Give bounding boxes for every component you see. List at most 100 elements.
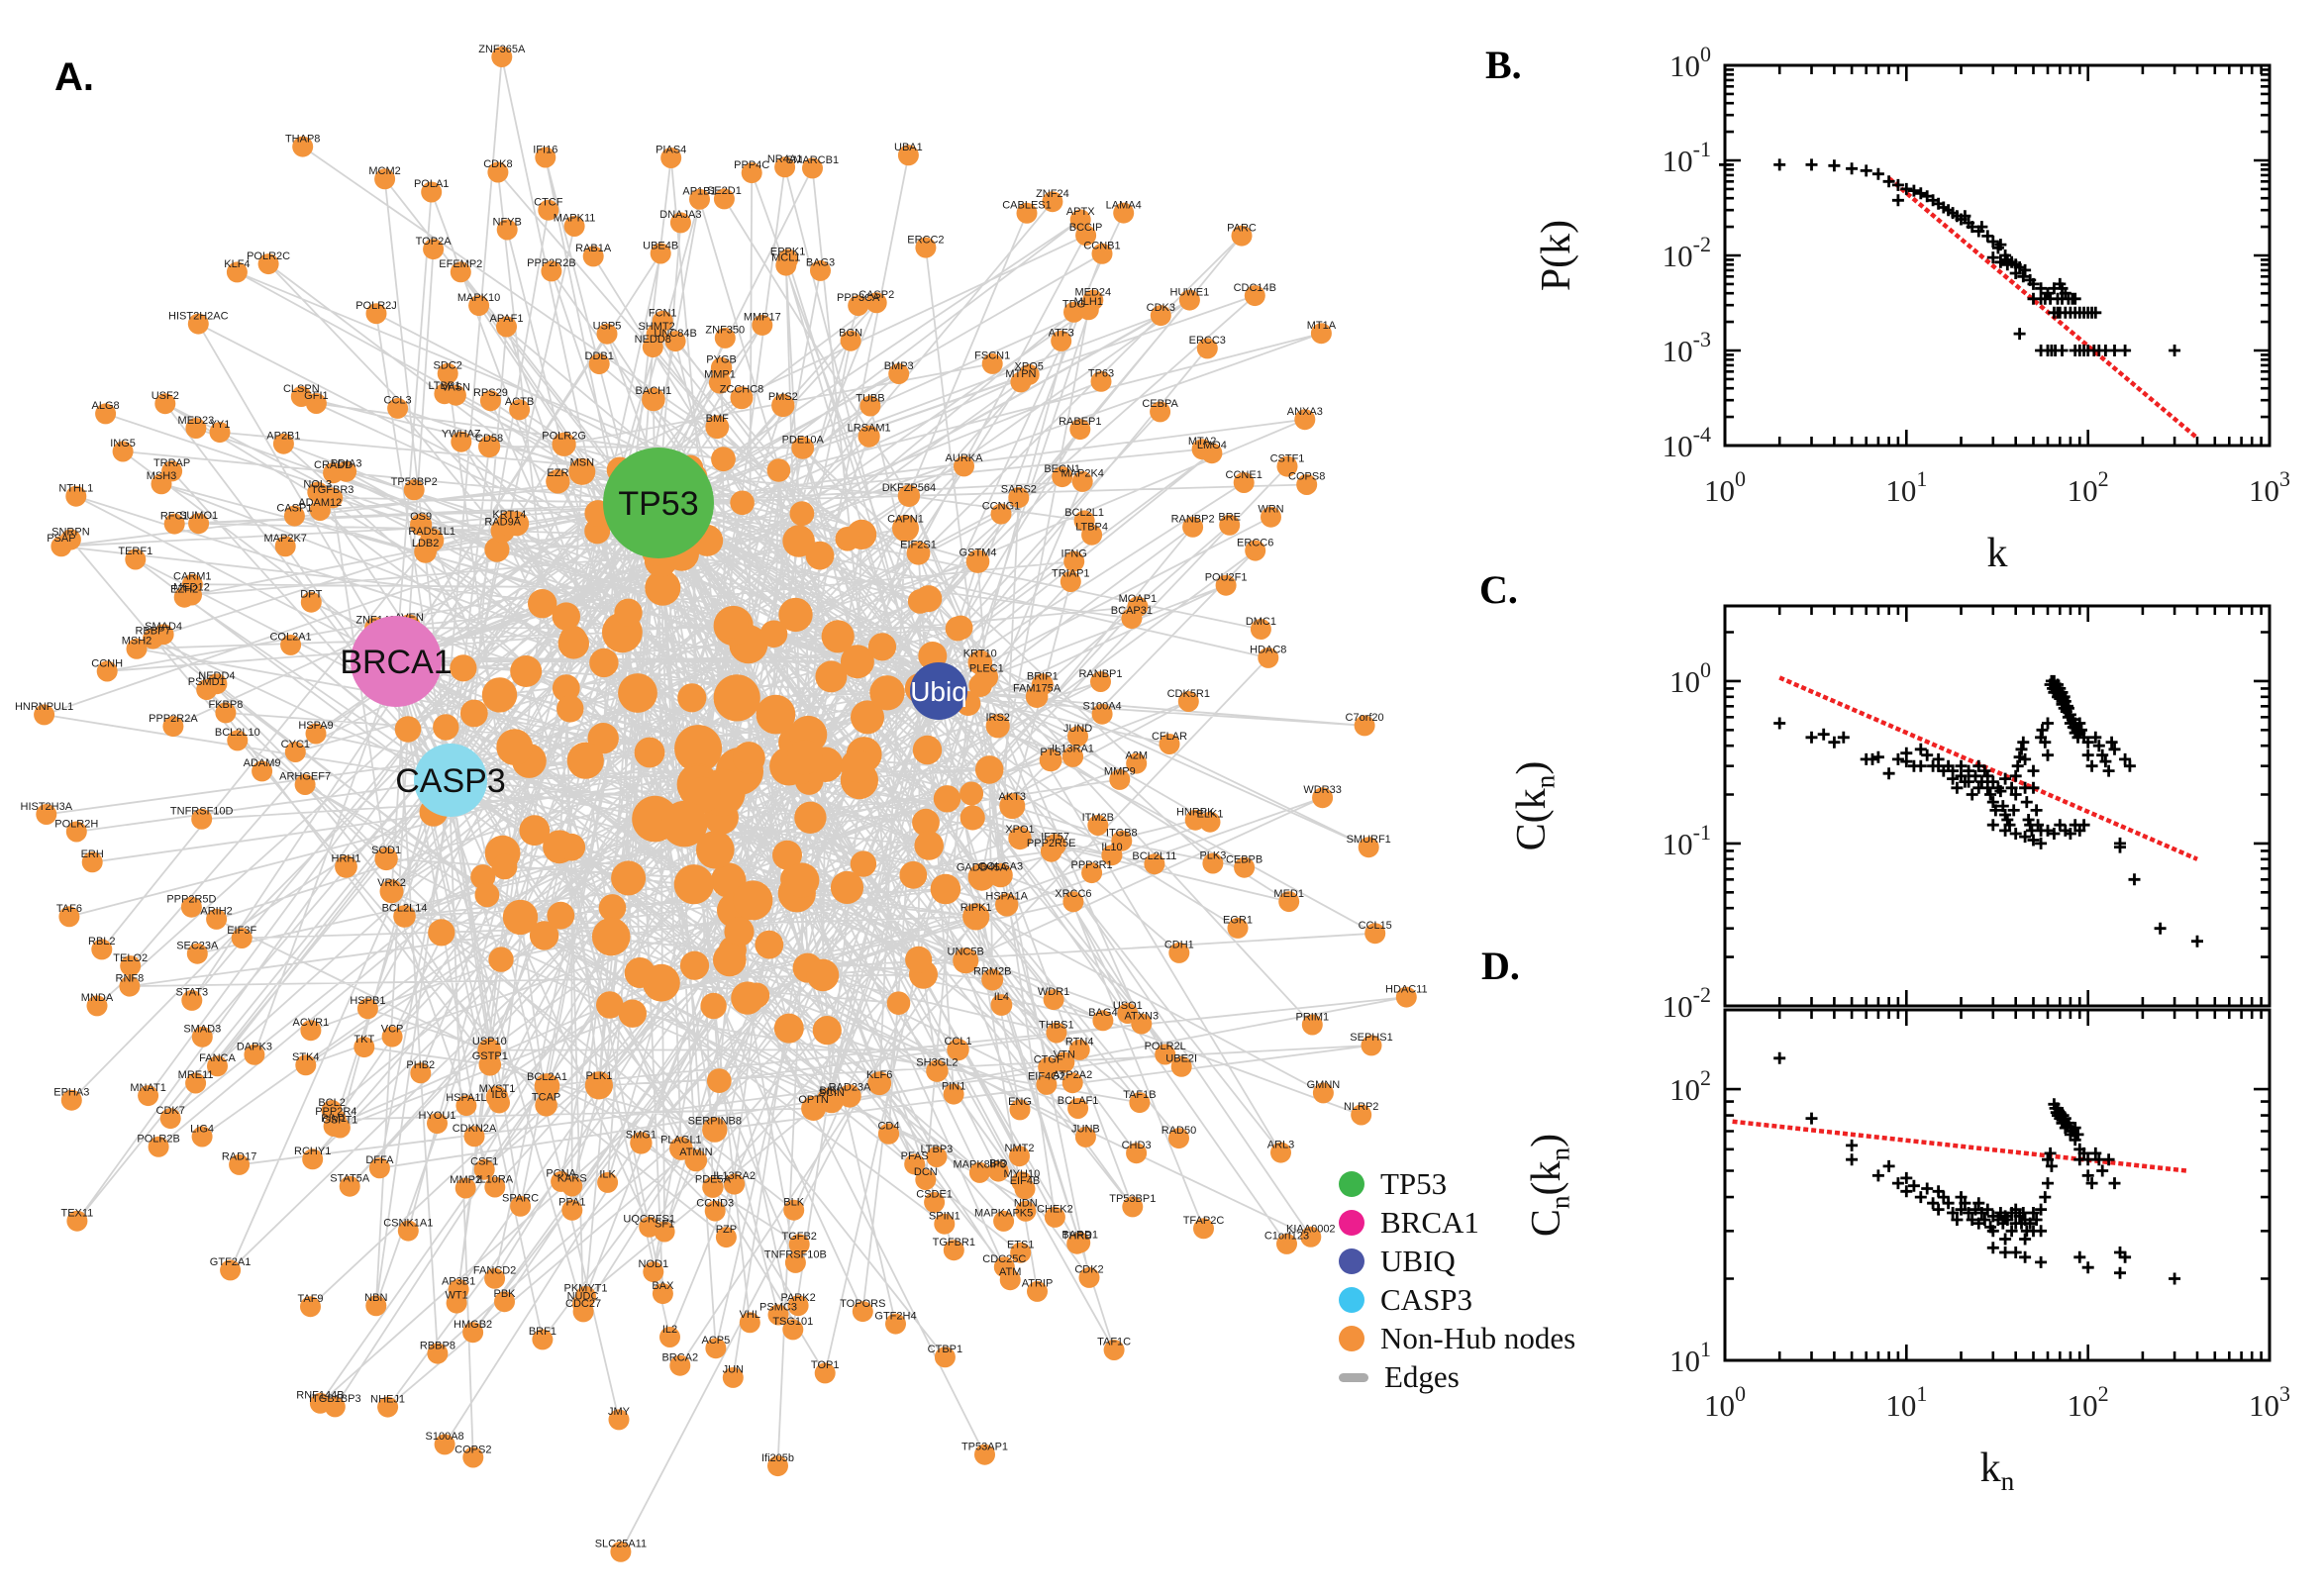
svg-text:HDAC8: HDAC8	[1250, 645, 1286, 656]
svg-text:RBL2: RBL2	[88, 936, 116, 948]
svg-text:ATP2A2: ATP2A2	[1053, 1069, 1092, 1081]
svg-text:BLK: BLK	[783, 1196, 804, 1208]
svg-text:GTF2H4: GTF2H4	[874, 1310, 916, 1322]
svg-text:PCNA: PCNA	[546, 1168, 576, 1180]
svg-text:AURKA: AURKA	[946, 452, 984, 464]
hub-label-ubiq: Ubiq	[910, 676, 967, 707]
svg-text:CEBPB: CEBPB	[1226, 853, 1262, 865]
svg-text:SH3GL2: SH3GL2	[916, 1057, 958, 1069]
svg-text:PKMYT1: PKMYT1	[563, 1283, 607, 1295]
svg-text:TELO2: TELO2	[113, 952, 148, 964]
svg-text:DNAJA3: DNAJA3	[659, 209, 701, 221]
svg-text:MMP2: MMP2	[450, 1174, 481, 1186]
svg-text:102: 102	[2068, 466, 2109, 508]
svg-text:10-3: 10-3	[1663, 327, 1711, 368]
legend-item-edges: Edges	[1339, 1359, 1575, 1394]
svg-text:PZP: PZP	[716, 1224, 737, 1236]
hub-node-brca1	[351, 616, 442, 707]
svg-text:EFEMP2: EFEMP2	[439, 258, 482, 270]
svg-text:MCL1: MCL1	[771, 251, 800, 263]
svg-text:GMNN: GMNN	[1307, 1079, 1341, 1091]
svg-text:PSMD1: PSMD1	[188, 676, 226, 688]
x-axis-label-d: kn	[1980, 1446, 2015, 1496]
svg-text:CHEK2: CHEK2	[1037, 1204, 1073, 1216]
svg-text:RIPK1: RIPK1	[960, 902, 992, 914]
svg-text:IRS2: IRS2	[985, 712, 1009, 724]
svg-text:TOP1: TOP1	[811, 1359, 840, 1371]
svg-text:IL2: IL2	[662, 1324, 677, 1336]
svg-text:USP10: USP10	[472, 1036, 507, 1047]
svg-text:TKT: TKT	[354, 1034, 374, 1046]
hub-label-tp53: TP53	[618, 485, 698, 523]
svg-text:MTPN: MTPN	[1005, 368, 1036, 380]
svg-text:100: 100	[1669, 657, 1711, 699]
svg-text:RTN4: RTN4	[1065, 1037, 1094, 1048]
svg-text:LMO4: LMO4	[1197, 440, 1227, 451]
svg-text:FAM175A: FAM175A	[1013, 683, 1061, 695]
svg-text:RANBP2: RANBP2	[1171, 514, 1215, 526]
svg-text:ACTB: ACTB	[505, 396, 534, 408]
svg-text:ACVR1: ACVR1	[293, 1017, 330, 1029]
svg-text:CSTF1: CSTF1	[1270, 452, 1305, 464]
svg-text:AP3B1: AP3B1	[442, 1276, 475, 1288]
svg-text:UBA1: UBA1	[894, 142, 923, 153]
svg-text:SPIN1: SPIN1	[929, 1211, 960, 1223]
svg-text:MAPKAPK5: MAPKAPK5	[974, 1208, 1033, 1220]
svg-text:BCL2L14: BCL2L14	[382, 903, 428, 915]
svg-text:OPTN: OPTN	[798, 1094, 829, 1106]
svg-text:VRK2: VRK2	[377, 877, 406, 889]
svg-text:TP53BP1: TP53BP1	[1109, 1193, 1156, 1205]
chart-panel-c: 100 10-1 10-2 C(kn)	[1509, 604, 2272, 1024]
svg-text:SMARCB1: SMARCB1	[786, 154, 839, 166]
svg-text:SDC2: SDC2	[434, 360, 462, 372]
svg-text:MED1: MED1	[1273, 888, 1304, 900]
svg-text:TGFBR3: TGFBR3	[311, 484, 354, 496]
svg-text:SE2D1: SE2D1	[707, 185, 742, 197]
svg-text:TDG: TDG	[1062, 299, 1085, 311]
svg-text:SCIN: SCIN	[819, 1087, 845, 1099]
legend-label: BRCA1	[1380, 1205, 1479, 1240]
svg-text:TCAP: TCAP	[532, 1091, 560, 1103]
svg-text:UQCRFS1: UQCRFS1	[623, 1214, 675, 1226]
svg-text:HIST2H2AC: HIST2H2AC	[168, 310, 229, 322]
svg-text:100: 100	[1704, 1381, 1746, 1423]
svg-text:PLEC1: PLEC1	[969, 663, 1004, 675]
svg-text:CABLES1: CABLES1	[1002, 200, 1052, 212]
svg-text:COPS2: COPS2	[454, 1444, 491, 1455]
svg-text:SHMT2: SHMT2	[638, 321, 674, 333]
svg-text:RABEP1: RABEP1	[1059, 416, 1101, 428]
svg-text:100: 100	[1669, 42, 1711, 83]
svg-text:NFYB: NFYB	[493, 216, 522, 228]
svg-text:HRH1: HRH1	[332, 852, 361, 864]
svg-text:CRADD: CRADD	[314, 459, 353, 471]
svg-text:10-1: 10-1	[1663, 137, 1711, 178]
svg-text:MAPK8IP3: MAPK8IP3	[953, 1159, 1006, 1171]
svg-text:ELK1: ELK1	[1197, 809, 1224, 821]
scatter-points-c	[1773, 674, 2203, 948]
svg-text:PPP4C: PPP4C	[734, 159, 769, 171]
svg-text:PSMC3: PSMC3	[759, 1301, 797, 1313]
svg-text:TOP2A: TOP2A	[416, 236, 453, 248]
svg-text:KRT10: KRT10	[963, 648, 997, 659]
svg-text:ACP5: ACP5	[702, 1335, 731, 1347]
svg-text:BAX: BAX	[652, 1280, 674, 1292]
hub-label-brca1: BRCA1	[340, 644, 452, 681]
svg-text:TNFRSF10D: TNFRSF10D	[170, 806, 234, 818]
svg-text:BCL2L1: BCL2L1	[1064, 507, 1104, 519]
svg-text:WRN: WRN	[1258, 504, 1283, 516]
svg-text:AKT3: AKT3	[999, 791, 1027, 803]
svg-text:MED12: MED12	[173, 581, 210, 593]
hub-node-ubiq	[910, 662, 967, 720]
svg-text:SMURF1: SMURF1	[1347, 834, 1391, 846]
svg-text:BCLAF1: BCLAF1	[1058, 1095, 1099, 1107]
svg-text:EIF2S1: EIF2S1	[900, 539, 937, 550]
svg-text:FANCA: FANCA	[199, 1052, 236, 1064]
svg-text:VCP: VCP	[381, 1023, 404, 1035]
svg-text:PPP3CA: PPP3CA	[837, 292, 880, 304]
svg-text:ADAM12: ADAM12	[298, 497, 342, 509]
legend-item-brca1: BRCA1	[1339, 1205, 1575, 1240]
svg-text:CASP2: CASP2	[858, 289, 894, 301]
svg-text:TFAP2C: TFAP2C	[1183, 1215, 1225, 1227]
svg-text:GADD45A: GADD45A	[957, 862, 1008, 874]
svg-text:IL10: IL10	[1101, 842, 1122, 853]
